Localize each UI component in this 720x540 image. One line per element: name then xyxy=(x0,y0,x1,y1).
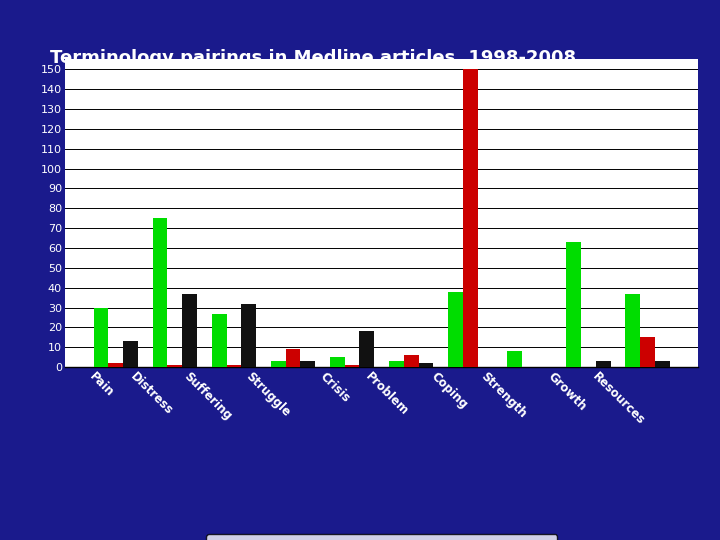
Bar xyxy=(359,332,374,367)
Bar xyxy=(168,365,182,367)
Bar xyxy=(418,363,433,367)
Bar xyxy=(345,365,359,367)
Bar xyxy=(153,218,168,367)
Bar xyxy=(654,361,670,367)
Bar xyxy=(271,361,286,367)
Legend: Spiritual, Religious, Existential: Spiritual, Religious, Existential xyxy=(206,534,557,540)
Bar xyxy=(625,294,640,367)
Bar xyxy=(241,303,256,367)
Bar xyxy=(300,361,315,367)
Bar xyxy=(94,308,109,367)
Bar xyxy=(448,292,463,367)
Bar xyxy=(109,363,123,367)
Bar xyxy=(330,357,345,367)
Bar xyxy=(389,361,404,367)
Bar xyxy=(404,355,418,367)
Bar xyxy=(227,365,241,367)
Bar xyxy=(286,349,300,367)
Bar xyxy=(463,69,477,367)
Text: Terminology pairings in Medline articles, 1998-2008: Terminology pairings in Medline articles… xyxy=(50,49,577,66)
Bar xyxy=(507,352,522,367)
Bar xyxy=(123,341,138,367)
Bar xyxy=(595,361,611,367)
Bar xyxy=(212,314,227,367)
Bar xyxy=(182,294,197,367)
Bar xyxy=(566,242,581,367)
Bar xyxy=(640,338,654,367)
